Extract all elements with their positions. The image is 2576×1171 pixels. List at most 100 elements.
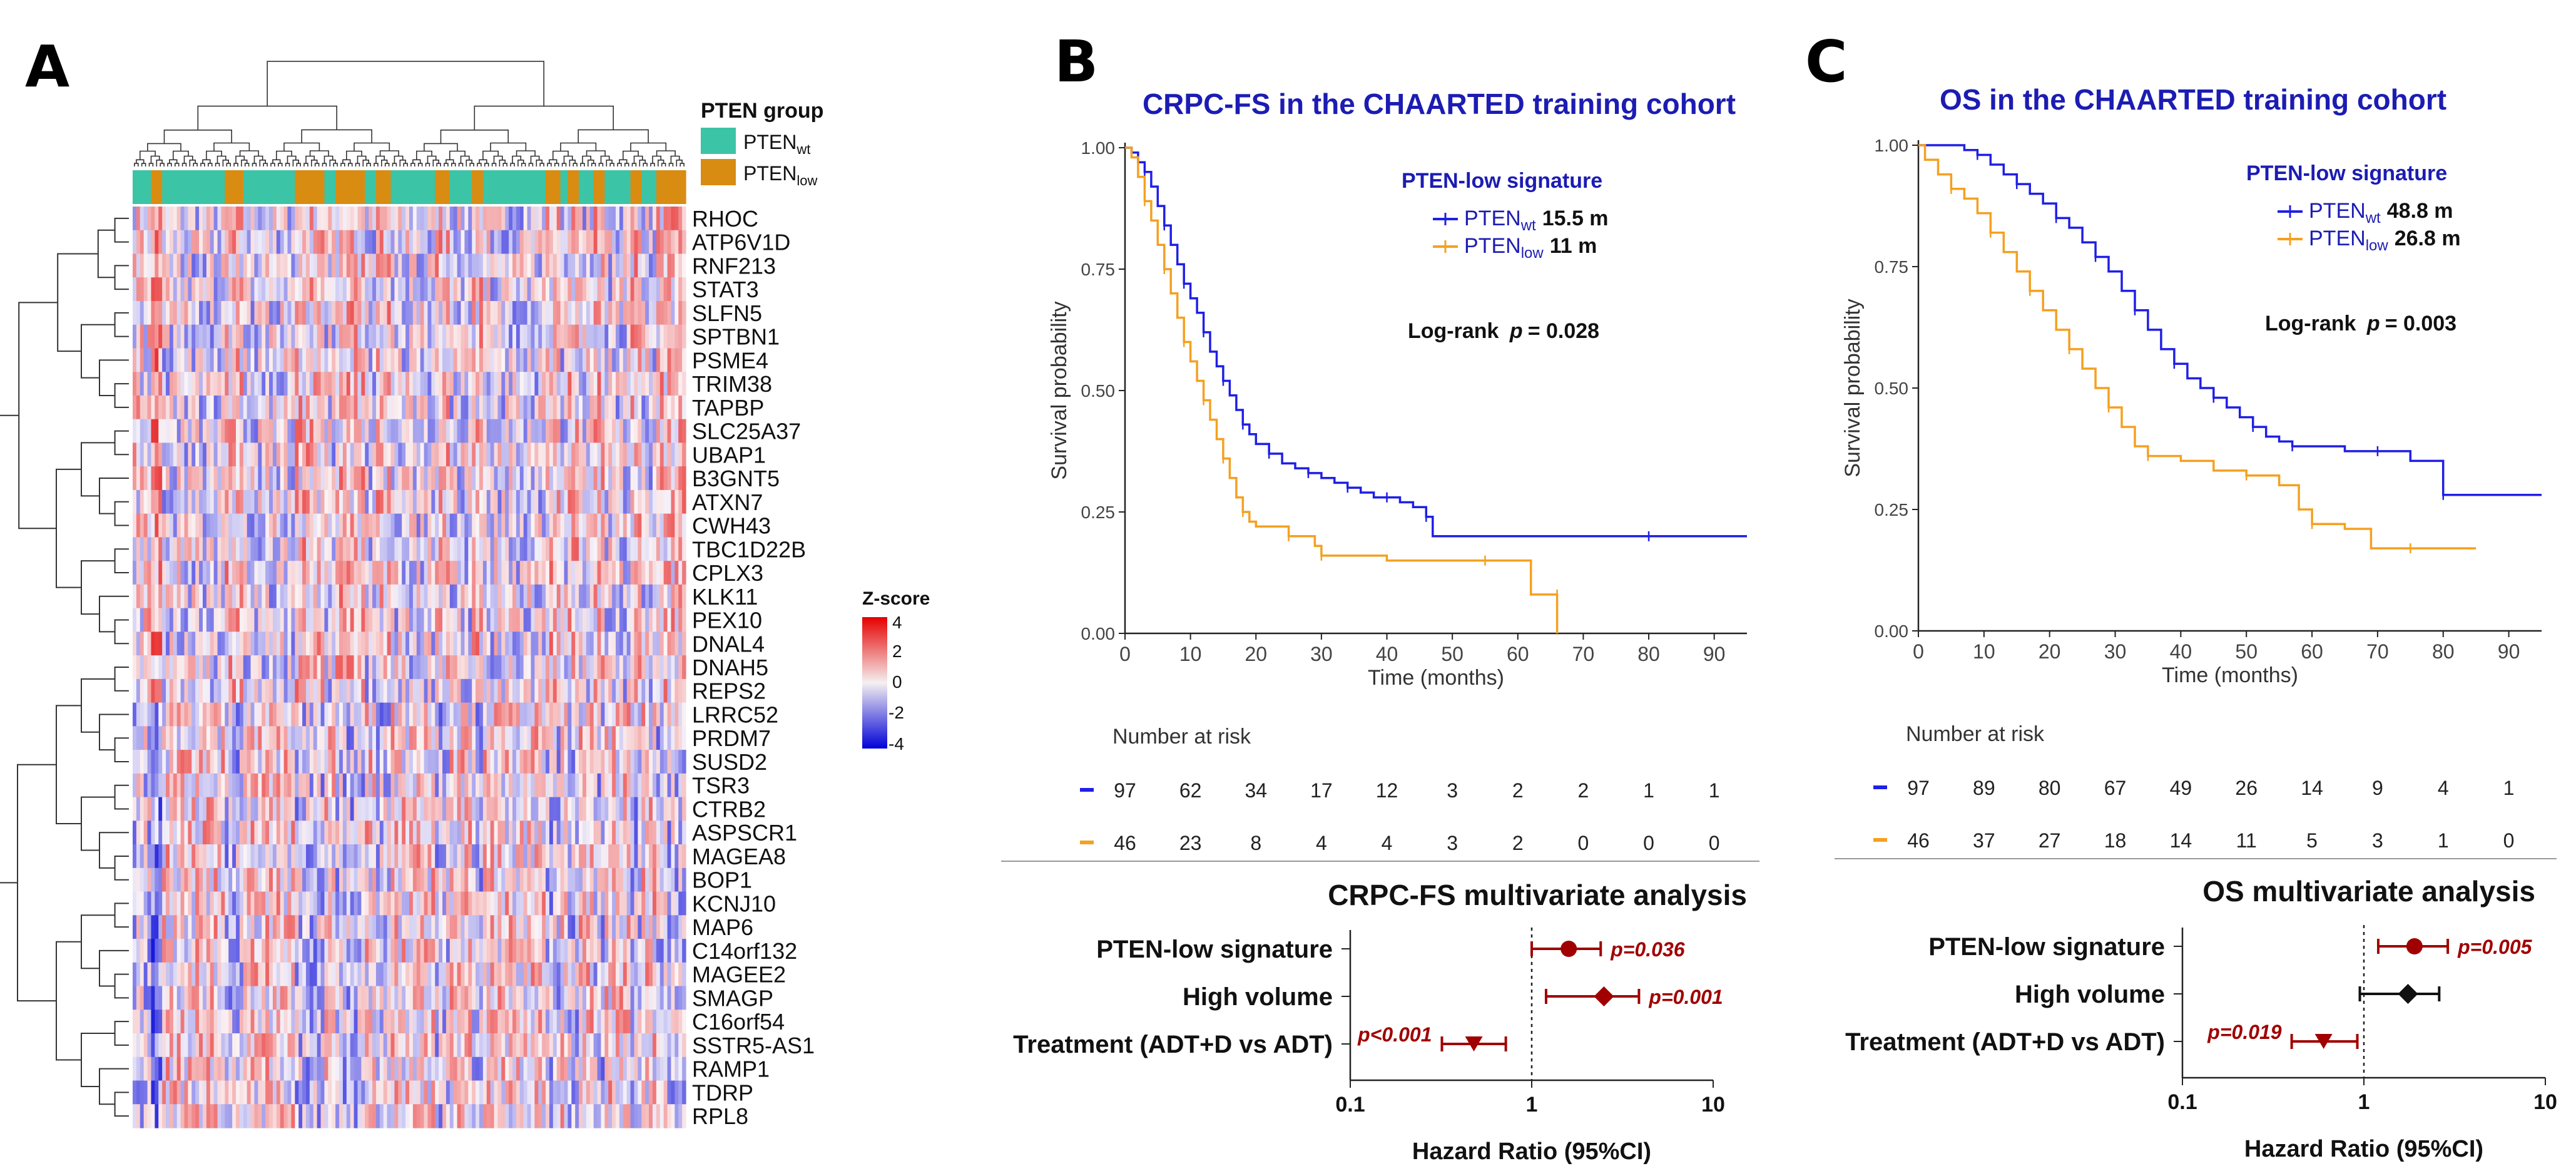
heatmap-cell <box>531 655 535 680</box>
heatmap-cell <box>169 821 174 845</box>
heatmap-cell <box>512 608 517 632</box>
heatmap-cell <box>663 584 668 609</box>
heatmap-cell <box>133 489 137 514</box>
heatmap-cell <box>372 750 377 774</box>
heatmap-cell <box>166 513 170 538</box>
heatmap-cell <box>272 678 277 703</box>
heatmap-cell <box>519 300 524 325</box>
heatmap-cell <box>427 419 432 444</box>
heatmap-cell <box>439 324 443 349</box>
heatmap-cell <box>269 253 273 278</box>
group-bar-cell <box>225 170 229 204</box>
heatmap-cell <box>309 324 314 349</box>
heatmap-cell <box>357 230 362 255</box>
heatmap-cell <box>302 844 307 869</box>
heatmap-cell <box>133 513 137 538</box>
heatmap-cell <box>619 797 624 821</box>
heatmap-cell <box>560 324 565 349</box>
heatmap-cell <box>538 442 542 467</box>
heatmap-cell <box>265 962 270 987</box>
heatmap-cell <box>342 537 347 561</box>
heatmap-cell <box>501 489 506 514</box>
heatmap-cell <box>199 867 203 892</box>
heatmap-cell <box>342 489 347 514</box>
heatmap-cell <box>527 608 532 632</box>
heatmap-cell <box>453 348 458 372</box>
heatmap-cell <box>461 821 465 845</box>
heatmap-cell <box>634 915 638 939</box>
heatmap-cell <box>453 632 458 656</box>
heatmap-cell <box>169 207 174 231</box>
heatmap-cell <box>309 561 314 585</box>
heatmap-cell <box>552 678 557 703</box>
heatmap-cell <box>199 915 203 939</box>
heatmap-cell <box>671 442 675 467</box>
heatmap-cell <box>476 348 480 372</box>
heatmap-cell <box>523 395 528 420</box>
heatmap-cell <box>678 348 683 372</box>
heatmap-cell <box>320 891 325 916</box>
heatmap-cell <box>180 750 185 774</box>
heatmap-cell <box>346 608 351 632</box>
heatmap-cell <box>221 773 225 798</box>
heatmap-cell <box>405 726 410 750</box>
heatmap-cell <box>568 584 572 609</box>
heatmap-cell <box>546 442 550 467</box>
group-bar-cell <box>424 170 429 204</box>
heatmap-cell <box>354 939 359 963</box>
heatmap-cell <box>509 584 513 609</box>
heatmap-cell <box>626 324 631 349</box>
heatmap-cell <box>151 253 155 278</box>
heatmap-cell <box>143 466 148 491</box>
heatmap-cell <box>140 395 145 420</box>
heatmap-cell <box>416 844 421 869</box>
heatmap-cell <box>239 489 244 514</box>
heatmap-cell <box>313 300 318 325</box>
heatmap-cell <box>546 773 550 798</box>
heatmap-cell <box>409 419 414 444</box>
heatmap-cell <box>140 632 145 656</box>
heatmap-cell <box>184 537 188 561</box>
heatmap-cell <box>324 939 328 963</box>
heatmap-cell <box>339 702 344 727</box>
heatmap-cell <box>564 584 569 609</box>
heatmap-cell <box>582 655 587 680</box>
heatmap-cell <box>350 702 355 727</box>
heatmap-cell <box>442 939 447 963</box>
heatmap-cell <box>682 277 686 302</box>
heatmap-cell <box>505 230 509 255</box>
heatmap-cell <box>173 348 178 372</box>
heatmap-cell <box>542 655 546 680</box>
heatmap-cell <box>593 891 598 916</box>
heatmap-cell <box>262 561 266 585</box>
heatmap-cell <box>328 372 332 396</box>
heatmap-cell <box>295 300 299 325</box>
heatmap-cell <box>221 489 225 514</box>
heatmap-cell <box>593 230 598 255</box>
heatmap-cell <box>667 442 672 467</box>
heatmap-cell <box>269 348 273 372</box>
heatmap-cell <box>409 867 414 892</box>
heatmap-cell <box>671 230 675 255</box>
heatmap-cell <box>412 395 417 420</box>
heatmap-cell <box>667 466 672 491</box>
heatmap-cell <box>652 915 657 939</box>
heatmap-cell <box>372 324 377 349</box>
heatmap-cell <box>379 655 384 680</box>
heatmap-cell <box>133 584 137 609</box>
heatmap-cell <box>464 324 469 349</box>
heatmap-cell <box>239 702 244 727</box>
heatmap-cell <box>379 844 384 869</box>
heatmap-cell <box>420 702 425 727</box>
heatmap-cell <box>641 726 646 750</box>
heatmap-cell <box>357 537 362 561</box>
group-bar-cell <box>236 170 240 204</box>
heatmap-cell <box>412 537 417 561</box>
heatmap-cell <box>472 324 476 349</box>
heatmap-cell <box>589 915 594 939</box>
heatmap-cell <box>140 489 145 514</box>
heatmap-cell <box>283 253 288 278</box>
heatmap-cell <box>361 466 365 491</box>
heatmap-cell <box>280 702 285 727</box>
heatmap-cell <box>202 442 207 467</box>
